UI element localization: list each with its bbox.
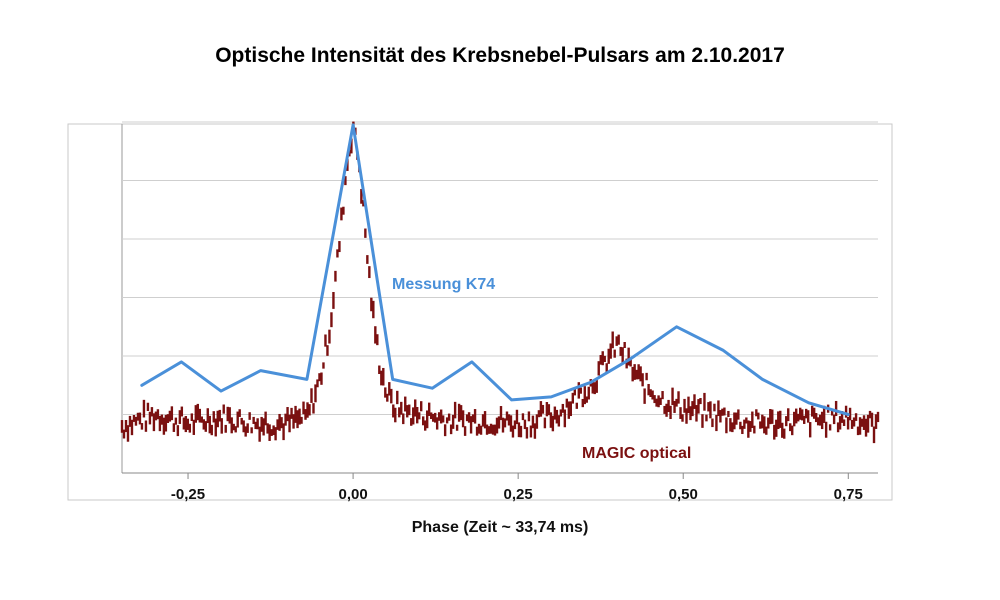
x-tick-label: 0,00 <box>338 486 367 503</box>
messung-k74-line <box>140 123 850 416</box>
x-tick-label: 0,25 <box>504 486 533 503</box>
plot-frame <box>67 123 893 501</box>
x-tick-label: 0,75 <box>834 486 863 503</box>
magic-optical-series <box>120 121 880 444</box>
tick-layer: -0,25 0,00 0,25 0,50 0,75 <box>171 473 863 503</box>
messung-k74-label: Messung K74 <box>392 276 495 293</box>
grid-layer <box>122 121 878 415</box>
x-axis-label: Phase (Zeit ~ 33,74 ms) <box>411 519 589 536</box>
x-tick-label: -0,25 <box>171 486 205 503</box>
magic-optical-label: MAGIC optical <box>582 445 691 462</box>
x-tick-label: 0,50 <box>669 486 698 503</box>
chart-title: Optische Intensität des Krebsnebel-Pulsa… <box>215 44 785 67</box>
